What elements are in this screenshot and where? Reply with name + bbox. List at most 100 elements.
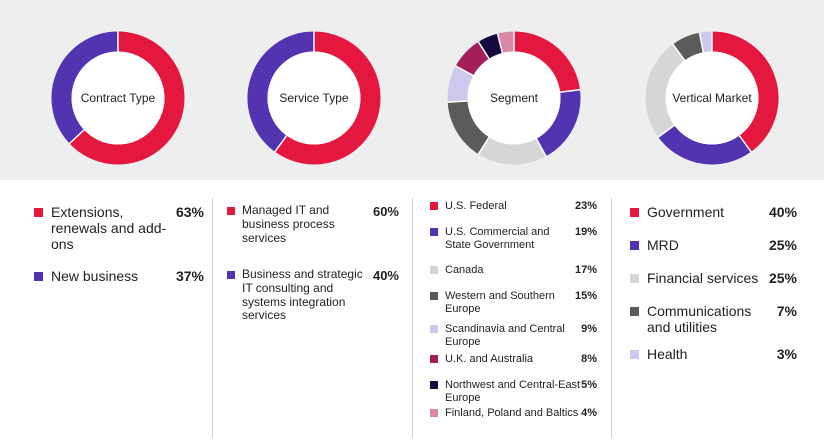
donut-vertical-market: Vertical Market	[644, 30, 780, 166]
slice-business-and-strategic-it-consulting-and-systems-integration-services	[247, 31, 315, 152]
legend-percent: 4%	[581, 407, 597, 419]
legend-item-u-s-federal: U.S. Federal 23%	[430, 200, 597, 213]
legend-percent: 23%	[574, 200, 597, 212]
legend-item-u-s-commercial-and-state-government: U.S. Commercial and State Government 19%	[430, 226, 597, 251]
legend-label: Managed IT and business process services	[242, 203, 335, 245]
slice-separator	[477, 41, 490, 60]
slice-separator	[738, 134, 752, 153]
slice-managed-it-and-business-process-services	[274, 31, 381, 165]
donut-hole	[665, 51, 759, 145]
legend-swatch	[227, 207, 235, 215]
legend-swatch	[430, 266, 438, 274]
legend-swatch	[630, 307, 639, 316]
donut-title: Service Type	[279, 91, 349, 105]
donut-title: Vertical Market	[672, 91, 752, 105]
slice-separator	[559, 88, 581, 93]
legend-item-new-business: New business 37%	[34, 268, 204, 284]
legend-percent: 25%	[768, 270, 797, 286]
legend-label: Western and Southern Europe	[445, 290, 555, 315]
donut-title: Segment	[489, 91, 539, 105]
legend-item-managed-it-and-business-process-services: Managed IT and business process services…	[227, 203, 399, 245]
legend-label: Financial services	[647, 270, 759, 286]
slice-scandinavia-and-central-europe	[447, 65, 474, 103]
donut-contract-type: Contract Type	[50, 30, 186, 166]
legend-percent: 40%	[768, 204, 797, 220]
legend-label: Business and strategic IT consulting and…	[242, 267, 363, 323]
legend-item-u-k-and-australia: U.K. and Australia 8%	[430, 353, 597, 366]
legend-item-finland-poland-and-baltics: Finland, Poland and Baltics 4%	[430, 407, 597, 420]
slice-separator	[454, 65, 475, 77]
legend-percent: 40%	[372, 268, 399, 283]
donut-hole	[267, 51, 361, 145]
column-divider	[412, 198, 413, 438]
legend-item-northwest-and-central-east-europe: Northwest and Central-East Europe 5%	[430, 379, 597, 404]
slice-mrd	[658, 124, 752, 165]
legend-percent: 25%	[768, 237, 797, 253]
donut-svg	[247, 31, 381, 165]
legend-percent: 19%	[574, 226, 597, 238]
legend-swatch	[630, 274, 639, 283]
legend-swatch	[227, 271, 235, 279]
column-divider	[611, 198, 612, 438]
slice-separator	[657, 124, 676, 138]
donut-title: Contract Type	[80, 91, 156, 105]
legend-swatch	[630, 208, 639, 217]
slice-separator	[477, 136, 490, 155]
legend-label: Northwest and Central-East Europe	[445, 379, 581, 404]
legend-percent: 63%	[175, 204, 204, 220]
legend-percent: 5%	[581, 379, 597, 391]
legend-item-mrd: MRD 25%	[630, 237, 797, 253]
legend-percent: 9%	[581, 323, 597, 335]
donut-svg	[51, 31, 185, 165]
legend-label: U.S. Commercial and State Government	[445, 226, 550, 251]
legend-swatch	[34, 208, 43, 217]
legend-label: U.K. and Australia	[445, 353, 534, 365]
slice-u-k-and-australia	[455, 41, 490, 77]
legend-swatch	[430, 292, 438, 300]
donut-svg	[447, 31, 581, 165]
legend-swatch	[430, 355, 438, 363]
legend-label: Extensions, renewals and add-ons	[51, 204, 167, 253]
donut-hole	[467, 51, 561, 145]
legend-swatch	[430, 325, 438, 333]
legend-item-health: Health 3%	[630, 346, 797, 362]
legend-percent: 15%	[574, 290, 597, 302]
slice-new-business	[51, 31, 119, 144]
legend-swatch	[430, 202, 438, 210]
legend-percent: 7%	[776, 303, 797, 319]
slice-government	[711, 31, 779, 152]
legend-item-business-and-strategic-it-consulting-and-systems-integration-services: Business and strategic IT consulting and…	[227, 267, 399, 323]
legend-label: Finland, Poland and Baltics	[445, 407, 579, 419]
slice-separator	[447, 100, 469, 103]
legend-item-scandinavia-and-central-europe: Scandinavia and Central Europe 9%	[430, 323, 597, 348]
legend-item-financial-services: Financial services 25%	[630, 270, 797, 286]
column-divider	[212, 198, 213, 438]
slice-separator	[672, 43, 686, 62]
legend-label: MRD	[647, 237, 679, 253]
legend-item-extensions-renewals-and-add-ons: Extensions, renewals and add-ons 63%	[34, 204, 204, 252]
donut-service-type: Service Type	[246, 30, 382, 166]
legend-swatch	[630, 350, 639, 359]
legend-swatch	[430, 228, 438, 236]
slice-separator	[496, 32, 504, 54]
legend-label: Communications and utilities	[647, 303, 752, 336]
legend-percent: 17%	[574, 264, 597, 276]
donut-hole	[71, 51, 165, 145]
legend-swatch	[630, 241, 639, 250]
slice-separator	[535, 137, 547, 158]
slice-u-s-commercial-and-state-government	[535, 89, 581, 157]
donut-segment: Segment	[446, 30, 582, 166]
legend-label: New business	[51, 268, 139, 284]
legend-swatch	[430, 409, 438, 417]
legend-swatch	[34, 272, 43, 281]
slice-canada	[478, 137, 547, 165]
slice-separator	[68, 128, 85, 145]
legend-swatch	[430, 381, 438, 389]
slice-western-and-southern-europe	[447, 100, 490, 155]
slice-financial-services	[645, 44, 686, 138]
legend-label: Government	[647, 204, 725, 220]
slice-u-s-federal	[513, 31, 580, 93]
legend-percent: 60%	[372, 204, 399, 219]
legend-item-canada: Canada 17%	[430, 264, 597, 277]
slice-separator	[274, 134, 288, 153]
